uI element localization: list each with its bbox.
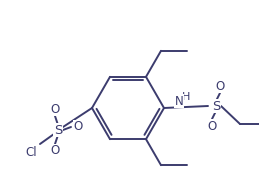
Text: O: O [215,79,225,93]
Text: S: S [212,99,220,113]
Text: O: O [207,119,217,133]
Text: S: S [54,123,62,137]
Text: O: O [50,145,60,157]
Text: O: O [50,102,60,116]
Text: N: N [175,94,183,108]
Text: H: H [182,92,190,102]
Text: O: O [73,120,83,134]
Text: Cl: Cl [25,145,37,159]
